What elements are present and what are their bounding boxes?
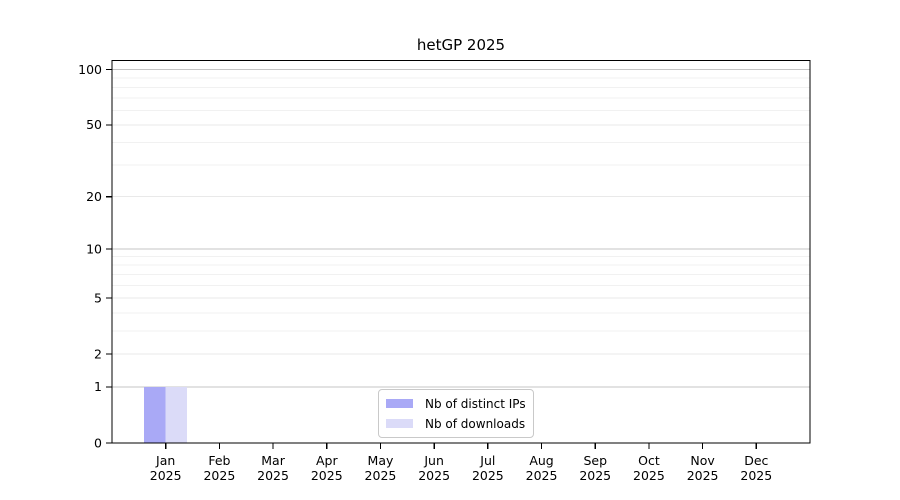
legend-swatch-downloads — [386, 419, 413, 428]
y-tick-label: 100 — [78, 62, 102, 77]
x-tick-label-year: 2025 — [633, 468, 665, 483]
x-tick-label-year: 2025 — [203, 468, 235, 483]
legend-swatch-distinct-ips — [386, 399, 413, 408]
y-tick-label: 50 — [86, 117, 102, 132]
y-tick-label: 5 — [94, 290, 102, 305]
y-tick-label: 2 — [94, 346, 102, 361]
x-tick-label-month: Mar — [261, 453, 285, 468]
x-tick-label-year: 2025 — [579, 468, 611, 483]
bar-nb-of-downloads — [165, 386, 188, 443]
x-tick-label-month: Jun — [423, 453, 444, 468]
chart-title: hetGP 2025 — [416, 36, 506, 54]
x-tick-label-year: 2025 — [257, 468, 289, 483]
legend: Nb of distinct IPs Nb of downloads — [378, 389, 534, 438]
x-tick-label-month: Oct — [638, 453, 660, 468]
x-tick-label-month: Jan — [155, 453, 175, 468]
y-tick-label: 0 — [94, 435, 102, 450]
plot-border — [111, 59, 811, 444]
x-tick-label-month: Feb — [208, 453, 230, 468]
x-tick-label-year: 2025 — [150, 468, 182, 483]
x-tick-label-month: Sep — [583, 453, 607, 468]
x-tick-label-month: Apr — [316, 453, 338, 468]
x-tick-label-month: Nov — [690, 453, 715, 468]
x-tick-label-year: 2025 — [418, 468, 450, 483]
x-tick-label-year: 2025 — [740, 468, 772, 483]
x-tick-label-year: 2025 — [365, 468, 397, 483]
y-tick-label: 10 — [86, 241, 102, 256]
x-tick-label-year: 2025 — [472, 468, 504, 483]
x-tick-label-year: 2025 — [311, 468, 343, 483]
legend-label-downloads: Nb of downloads — [425, 416, 526, 431]
x-tick-label-month: May — [368, 453, 394, 468]
bar-nb-of-distinct-ips — [144, 386, 166, 443]
legend-entry-distinct-ips: Nb of distinct IPs — [386, 394, 526, 413]
legend-label-distinct-ips: Nb of distinct IPs — [425, 396, 526, 411]
x-tick-label-month: Dec — [744, 453, 768, 468]
x-tick-label-month: Aug — [529, 453, 553, 468]
y-tick-label: 1 — [94, 379, 102, 394]
x-tick-label-year: 2025 — [526, 468, 558, 483]
x-tick-label-month: Jul — [479, 453, 495, 468]
y-tick-label: 20 — [86, 189, 102, 204]
x-tick-label-year: 2025 — [687, 468, 719, 483]
legend-entry-downloads: Nb of downloads — [386, 414, 526, 433]
